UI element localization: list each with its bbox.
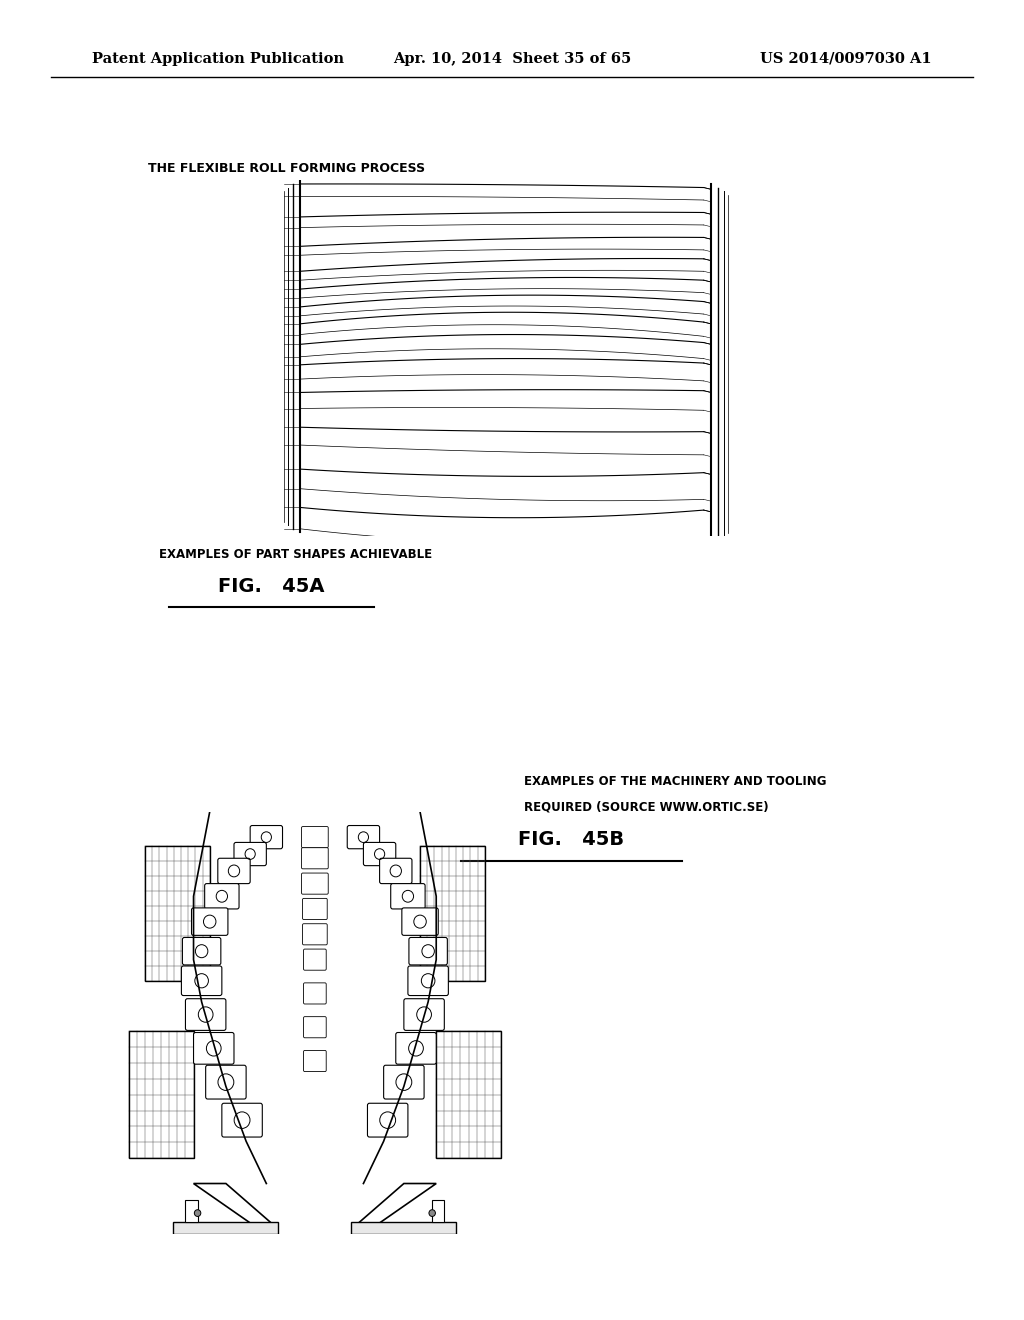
Circle shape xyxy=(195,1209,201,1217)
Polygon shape xyxy=(194,1184,274,1226)
Text: EXAMPLES OF THE MACHINERY AND TOOLING: EXAMPLES OF THE MACHINERY AND TOOLING xyxy=(524,775,826,788)
FancyBboxPatch shape xyxy=(395,1032,436,1064)
FancyBboxPatch shape xyxy=(301,873,329,894)
Circle shape xyxy=(429,1209,435,1217)
FancyBboxPatch shape xyxy=(205,883,239,909)
Text: FIG.   45B: FIG. 45B xyxy=(518,830,625,849)
FancyBboxPatch shape xyxy=(364,842,395,866)
Text: REQUIRED (SOURCE WWW.ORTIC.SE): REQUIRED (SOURCE WWW.ORTIC.SE) xyxy=(524,800,769,813)
FancyBboxPatch shape xyxy=(301,826,329,847)
FancyBboxPatch shape xyxy=(403,999,444,1031)
Bar xyxy=(145,846,210,981)
FancyBboxPatch shape xyxy=(391,883,425,909)
Bar xyxy=(173,1221,279,1234)
FancyBboxPatch shape xyxy=(218,858,250,883)
FancyBboxPatch shape xyxy=(182,937,221,965)
FancyBboxPatch shape xyxy=(303,949,327,970)
FancyBboxPatch shape xyxy=(206,1065,246,1100)
Text: EXAMPLES OF PART SHAPES ACHIEVABLE: EXAMPLES OF PART SHAPES ACHIEVABLE xyxy=(159,548,432,561)
Bar xyxy=(432,1200,444,1221)
FancyBboxPatch shape xyxy=(401,908,438,936)
FancyBboxPatch shape xyxy=(301,847,329,869)
FancyBboxPatch shape xyxy=(408,966,449,995)
FancyBboxPatch shape xyxy=(302,924,328,945)
FancyBboxPatch shape xyxy=(250,825,283,849)
Text: FIG.   45A: FIG. 45A xyxy=(218,577,325,595)
FancyBboxPatch shape xyxy=(303,983,327,1005)
Text: Patent Application Publication: Patent Application Publication xyxy=(92,51,344,66)
FancyBboxPatch shape xyxy=(233,842,266,866)
Bar xyxy=(420,846,484,981)
FancyBboxPatch shape xyxy=(191,908,228,936)
FancyBboxPatch shape xyxy=(303,1016,327,1038)
FancyBboxPatch shape xyxy=(181,966,222,995)
Text: Apr. 10, 2014  Sheet 35 of 65: Apr. 10, 2014 Sheet 35 of 65 xyxy=(393,51,631,66)
Bar xyxy=(129,1031,194,1158)
FancyBboxPatch shape xyxy=(347,825,380,849)
Text: US 2014/0097030 A1: US 2014/0097030 A1 xyxy=(760,51,932,66)
FancyBboxPatch shape xyxy=(409,937,447,965)
Bar xyxy=(351,1221,457,1234)
FancyBboxPatch shape xyxy=(222,1104,262,1137)
FancyBboxPatch shape xyxy=(384,1065,424,1100)
FancyBboxPatch shape xyxy=(303,1051,327,1072)
Bar xyxy=(436,1031,501,1158)
FancyBboxPatch shape xyxy=(302,899,328,920)
FancyBboxPatch shape xyxy=(380,858,412,883)
FancyBboxPatch shape xyxy=(194,1032,233,1064)
FancyBboxPatch shape xyxy=(185,999,226,1031)
FancyBboxPatch shape xyxy=(368,1104,408,1137)
Text: THE FLEXIBLE ROLL FORMING PROCESS: THE FLEXIBLE ROLL FORMING PROCESS xyxy=(148,162,426,176)
Polygon shape xyxy=(355,1184,436,1226)
Bar xyxy=(185,1200,198,1221)
